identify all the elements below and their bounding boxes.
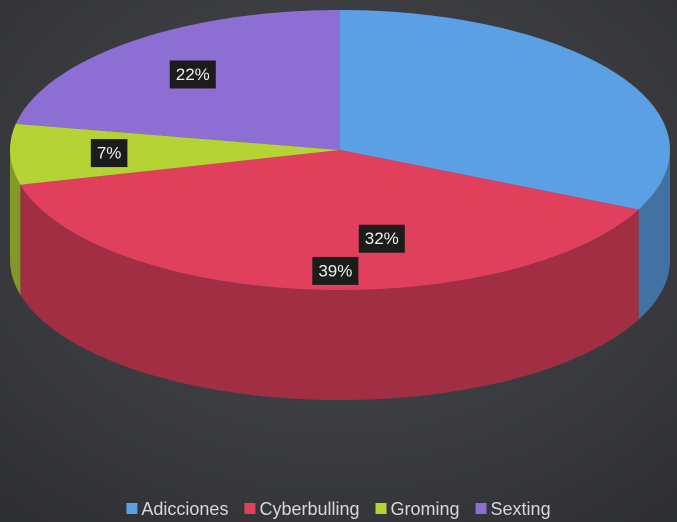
data-label: 32% (358, 224, 405, 253)
data-label-text: 22% (176, 65, 210, 84)
legend-swatch (475, 503, 487, 514)
data-label: 22% (169, 60, 216, 89)
legend-swatch (244, 503, 256, 514)
legend-label: Adicciones (141, 499, 228, 519)
pie-side (638, 150, 670, 320)
pie-side (20, 184, 639, 400)
data-label: 7% (90, 139, 128, 168)
pie-slice (20, 150, 639, 290)
data-label-text: 39% (318, 261, 352, 280)
pie-side (10, 150, 21, 295)
data-label-box (90, 139, 128, 168)
data-label-box (169, 60, 216, 89)
legend-label: Sexting (491, 499, 551, 519)
data-label-text: 32% (365, 229, 399, 248)
legend-label: Groming (391, 499, 460, 519)
data-label-text: 7% (97, 144, 122, 163)
pie-slice (340, 10, 670, 210)
legend-label: Cyberbulling (259, 499, 359, 519)
legend: Adicciones Cyberbulling Groming Sexting (126, 499, 551, 519)
data-label: 39% (312, 256, 359, 285)
pie-slice (10, 123, 340, 185)
data-label-box (358, 224, 405, 253)
data-label-box (312, 256, 359, 285)
legend-swatch (126, 503, 138, 514)
legend-swatch (375, 503, 387, 514)
